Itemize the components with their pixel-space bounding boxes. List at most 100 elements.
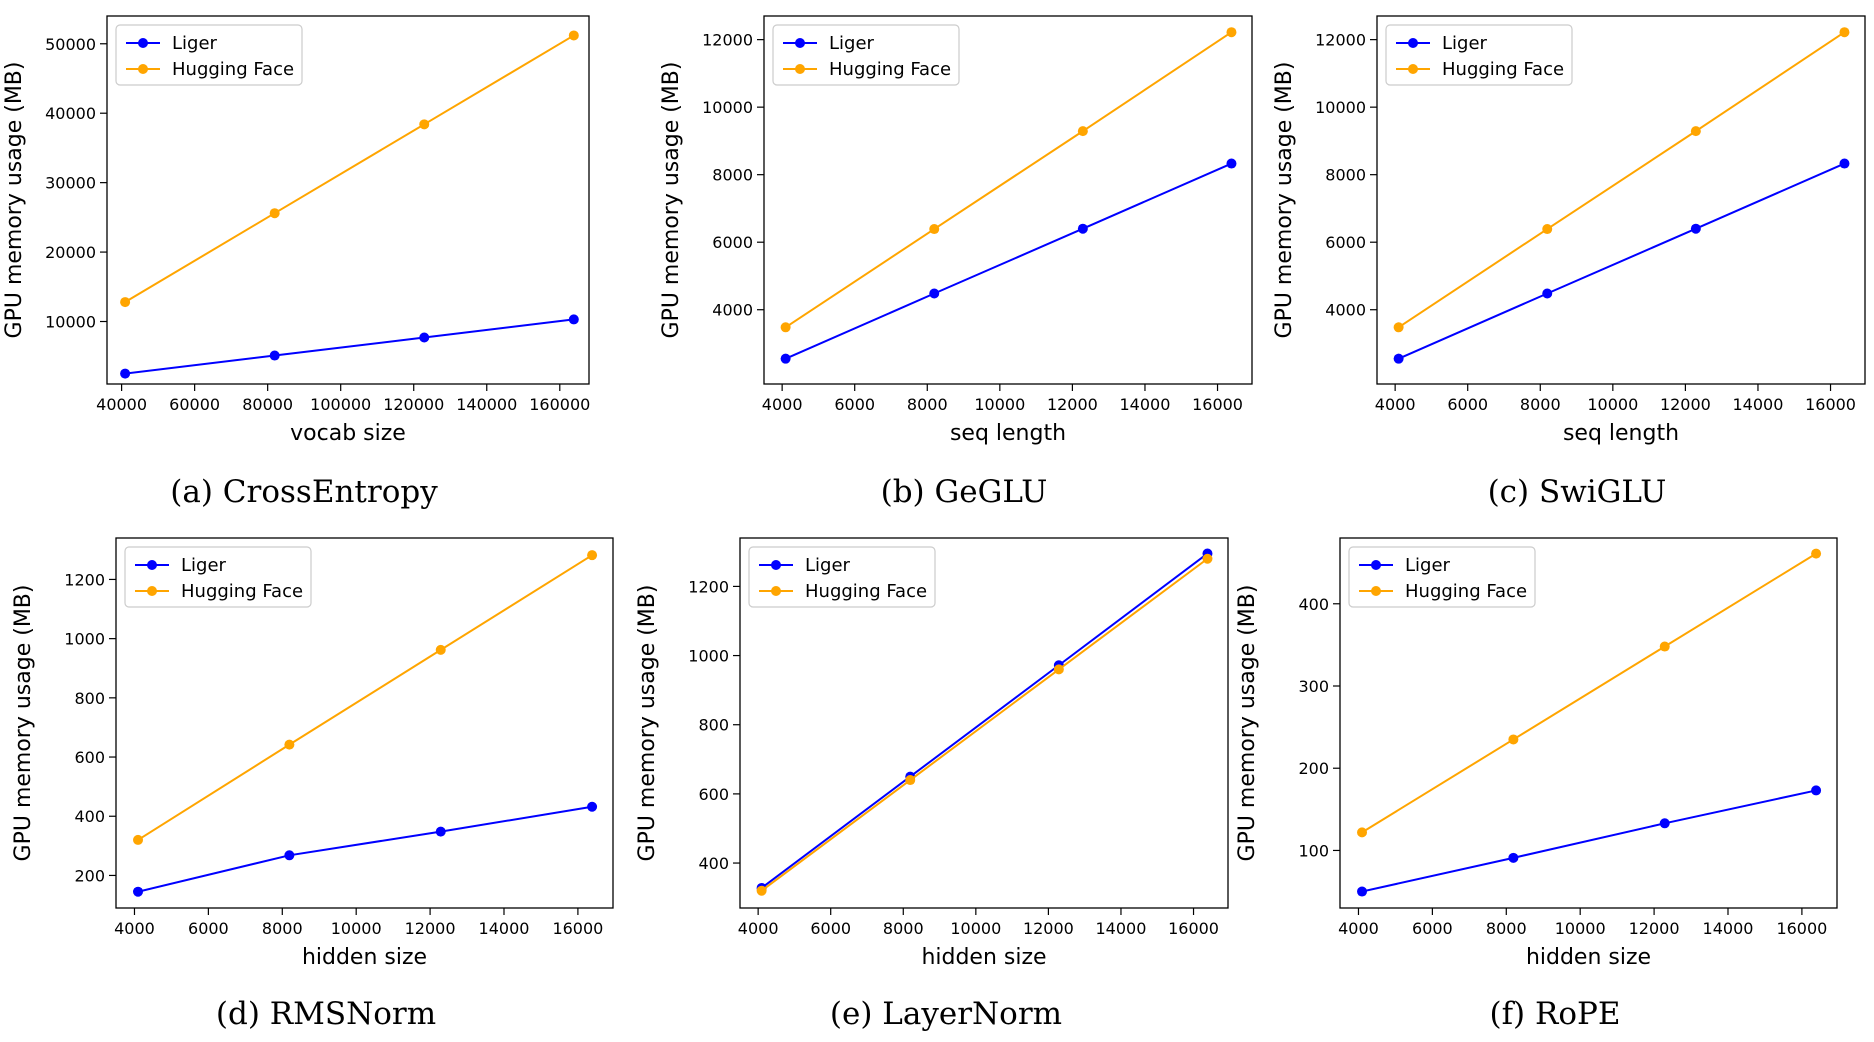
x-tick-label: 4000: [738, 919, 779, 938]
data-point-liger: [1811, 785, 1822, 796]
legend-label: Hugging Face: [181, 581, 303, 602]
legend-label: Liger: [172, 33, 218, 54]
y-tick-label: 300: [1298, 677, 1329, 696]
legend-swatch-marker: [795, 38, 805, 48]
data-point-hugging-face: [1811, 548, 1822, 559]
x-axis-label: hidden size: [1526, 945, 1651, 970]
legend-swatch-marker: [771, 560, 781, 570]
legend-swatch-marker: [1408, 64, 1418, 74]
panel-caption: (b) GeGLU: [881, 474, 1048, 510]
y-tick-label: 20000: [45, 243, 96, 262]
data-point-hugging-face: [780, 322, 791, 333]
chart-panel-3: 4000 6000 8000 10000 12000 14000 16000 4000 6000…: [1272, 15, 1866, 510]
legend-swatch-marker: [1408, 38, 1418, 48]
data-point-hugging-face: [756, 885, 767, 896]
x-tick-label: 14000: [479, 919, 530, 938]
data-point-hugging-face: [284, 739, 295, 750]
data-point-hugging-face: [568, 30, 579, 41]
data-point-liger: [587, 801, 598, 812]
data-point-hugging-face: [1202, 553, 1213, 564]
x-tick-label: 10000: [1587, 395, 1638, 414]
data-point-liger: [284, 850, 295, 861]
y-tick-label: 1200: [64, 570, 105, 589]
x-tick-label: 16000: [1776, 919, 1827, 938]
data-point-liger: [1839, 158, 1850, 169]
y-tick-label: 12000: [1315, 31, 1366, 50]
plot-frame: [1376, 15, 1866, 385]
x-tick-label: 6000: [834, 395, 875, 414]
y-tick-label: 400: [1298, 595, 1329, 614]
legend: Liger Hugging Face: [772, 24, 960, 86]
legend-swatch-marker: [1371, 586, 1381, 596]
x-tick-label: 8000: [1486, 919, 1527, 938]
data-point-hugging-face: [1542, 224, 1553, 235]
series-line-liger: [1398, 162, 1845, 360]
data-point-hugging-face: [269, 208, 280, 219]
data-point-liger: [435, 826, 446, 837]
y-tick-label: 12000: [702, 31, 753, 50]
x-tick-label: 12000: [1047, 395, 1098, 414]
legend-swatch-marker: [138, 38, 148, 48]
y-tick-label: 600: [698, 785, 729, 804]
y-tick-label: 8000: [1325, 166, 1366, 185]
data-point-liger: [1659, 818, 1670, 829]
legend-swatch-marker: [138, 64, 148, 74]
data-point-hugging-face: [1508, 734, 1519, 745]
data-point-liger: [419, 332, 430, 343]
x-tick-label: 14000: [1703, 919, 1754, 938]
plot-frame: [115, 537, 614, 909]
legend-swatch-marker: [147, 586, 157, 596]
series-line-hugging-face: [761, 557, 1209, 892]
plot-frame: [763, 15, 1253, 385]
data-point-hugging-face: [905, 775, 916, 786]
plot-frame: [1339, 537, 1838, 909]
legend-swatch-marker: [1371, 560, 1381, 570]
series-line-hugging-face: [1361, 552, 1817, 834]
y-tick-label: 6000: [1325, 233, 1366, 252]
legend: Liger Hugging Face: [1348, 546, 1536, 608]
legend: Liger Hugging Face: [124, 546, 312, 608]
chart-panel-4: 4000 6000 8000 10000 12000 14000 16000 200 400 60…: [11, 537, 614, 1032]
series-line-liger: [761, 552, 1209, 889]
legend-label: Liger: [181, 555, 227, 576]
data-point-liger: [133, 886, 144, 897]
series-line-hugging-face: [785, 31, 1233, 329]
y-tick-label: 6000: [712, 233, 753, 252]
x-tick-label: 16000: [1168, 919, 1219, 938]
x-tick-label: 14000: [1096, 919, 1147, 938]
data-point-liger: [1542, 288, 1553, 299]
y-tick-label: 1000: [688, 647, 729, 666]
x-axis-label: hidden size: [302, 945, 427, 970]
y-tick-label: 400: [74, 807, 105, 826]
series-line-liger: [785, 162, 1232, 360]
legend: Liger Hugging Face: [1385, 24, 1573, 86]
series-line-hugging-face: [124, 34, 575, 303]
legend: Liger Hugging Face: [115, 24, 303, 86]
x-tick-label: 140000: [456, 395, 517, 414]
series-line-liger: [137, 805, 593, 893]
legend: Liger Hugging Face: [748, 546, 936, 608]
legend-box: [124, 546, 312, 608]
legend-label: Liger: [829, 33, 875, 54]
legend-box: [772, 24, 960, 86]
data-point-liger: [1226, 158, 1237, 169]
x-tick-label: 14000: [1733, 395, 1784, 414]
legend-box: [115, 24, 303, 86]
x-tick-label: 10000: [950, 919, 1001, 938]
legend-swatch-marker: [147, 560, 157, 570]
y-tick-label: 50000: [45, 35, 96, 54]
series-line-hugging-face: [137, 554, 593, 841]
y-axis-label: GPU memory usage (MB): [2, 62, 27, 339]
x-tick-label: 12000: [405, 919, 456, 938]
data-point-liger: [568, 314, 579, 325]
y-tick-label: 800: [74, 689, 105, 708]
x-tick-label: 8000: [907, 395, 948, 414]
data-point-hugging-face: [1393, 322, 1404, 333]
data-point-liger: [120, 368, 131, 379]
y-axis-label: GPU memory usage (MB): [1235, 585, 1260, 862]
data-point-hugging-face: [1690, 126, 1701, 137]
data-point-hugging-face: [1659, 641, 1670, 652]
data-point-hugging-face: [435, 644, 446, 655]
y-axis-label: GPU memory usage (MB): [1272, 62, 1297, 339]
